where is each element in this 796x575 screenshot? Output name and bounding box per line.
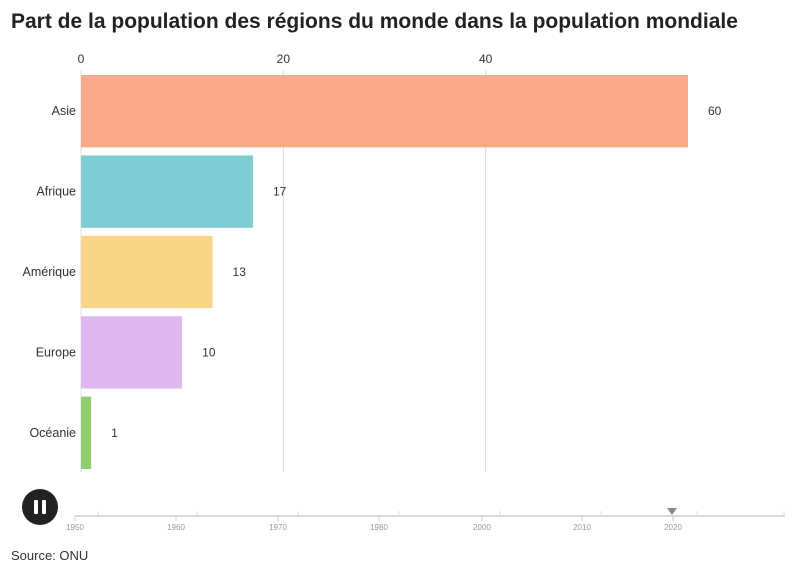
value-label: 13 xyxy=(233,265,247,279)
bar-océanie xyxy=(81,396,92,469)
source-note: Source: ONU xyxy=(11,548,89,563)
category-label: Océanie xyxy=(29,426,76,440)
bar-amérique xyxy=(81,235,213,309)
x-tick-label: 40 xyxy=(479,52,493,66)
timeline-year-label: 2020 xyxy=(664,523,682,532)
timeline-slider[interactable]: 1950 1960 1970 1980 2000 2010 2020 xyxy=(66,508,785,532)
pause-icon xyxy=(34,500,38,514)
bar-europe xyxy=(81,316,183,389)
timeline-year-label: 2010 xyxy=(573,523,591,532)
x-tick-label: 20 xyxy=(277,52,291,66)
bars: Asie 60 Afrique 17 Amérique 13 Europe 10 Océanie… xyxy=(23,75,722,469)
bar-asie xyxy=(81,75,688,148)
timeline-handle[interactable] xyxy=(667,508,677,515)
pause-icon-bar xyxy=(42,500,46,514)
category-label: Amérique xyxy=(23,265,77,279)
value-label: 60 xyxy=(708,104,722,118)
chart-title: Part de la population des régions du mon… xyxy=(11,10,738,33)
pause-button[interactable] xyxy=(22,489,58,525)
timeline-year-label: 1950 xyxy=(66,523,84,532)
timeline-year-label: 1960 xyxy=(167,523,185,532)
category-label: Afrique xyxy=(36,185,76,199)
bar-afrique xyxy=(81,155,253,228)
value-label: 1 xyxy=(111,426,118,440)
x-axis-ticks: 0 20 40 xyxy=(78,52,493,66)
value-label: 17 xyxy=(273,185,287,199)
timeline-year-label: 1970 xyxy=(269,523,287,532)
value-label: 10 xyxy=(202,345,216,359)
timeline-year-label: 1980 xyxy=(370,523,388,532)
category-label: Europe xyxy=(36,345,76,359)
category-label: Asie xyxy=(52,104,76,118)
timeline-year-label: 2000 xyxy=(473,523,491,532)
x-tick-label: 0 xyxy=(78,52,85,66)
